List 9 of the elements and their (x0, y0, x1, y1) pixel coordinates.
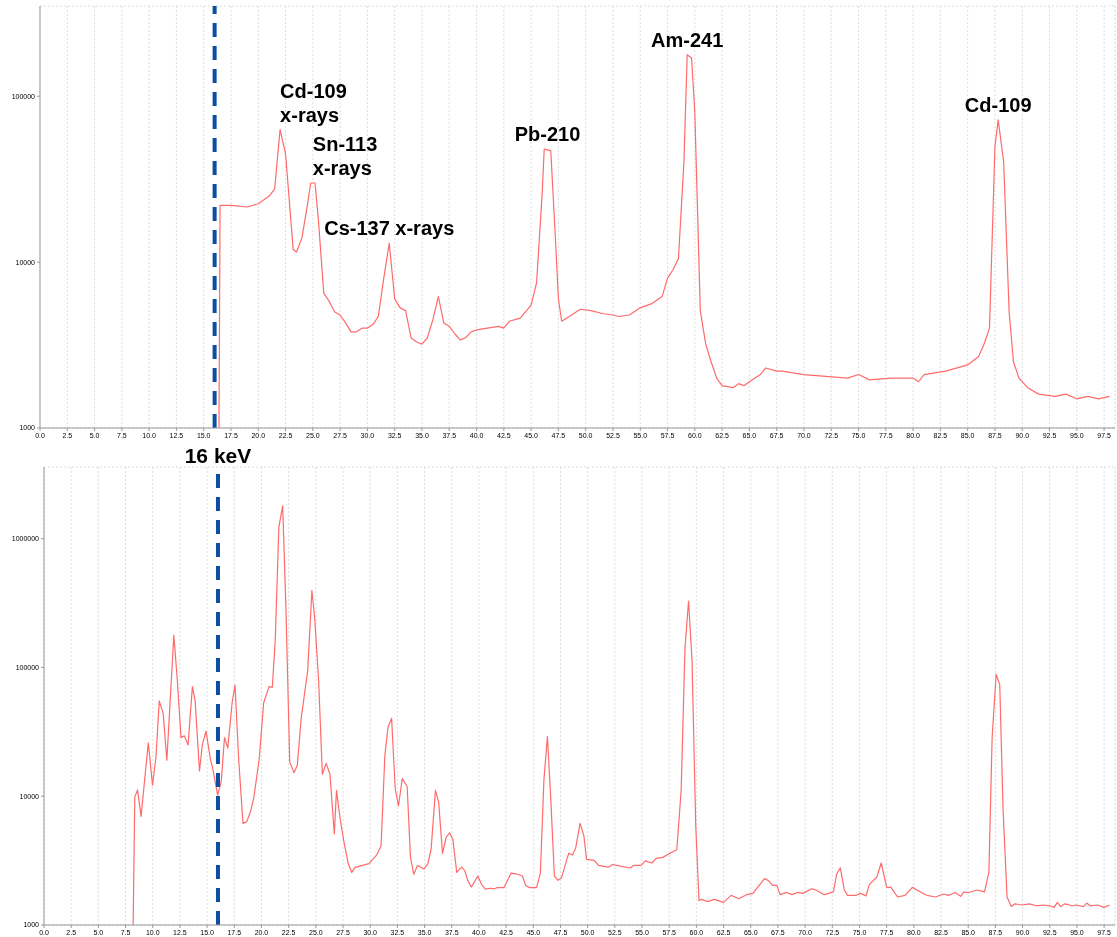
line-series (132, 505, 1111, 925)
annotation: Cd-109 (964, 93, 1032, 116)
annotation: Cs-137 x-rays (324, 217, 455, 240)
line-series (218, 54, 1111, 428)
annotation: Cd-109 x-rays (280, 79, 347, 126)
annotation: Pb-210 (514, 123, 581, 146)
annotation: Sn-113 x-rays (312, 132, 378, 179)
ref-line-label: 16 keV (184, 444, 252, 467)
annotation: Am-241 (651, 28, 724, 51)
